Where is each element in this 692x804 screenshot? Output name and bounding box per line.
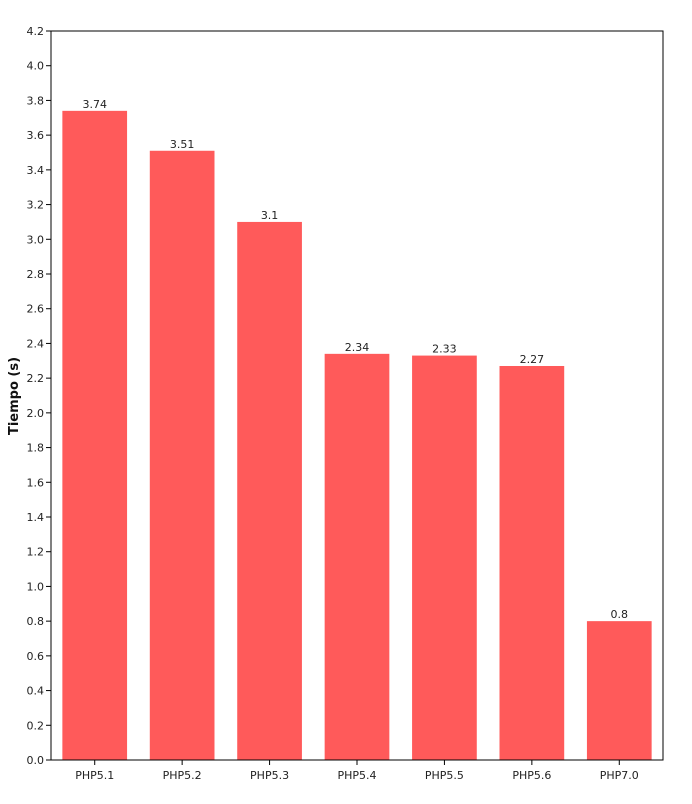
- y-tick-label: 4.2: [27, 25, 45, 38]
- bar-php5-1: [62, 110, 128, 761]
- x-tick-label: PHP5.6: [512, 769, 551, 782]
- bar-value-label: 3.74: [82, 98, 107, 111]
- y-tick-label: 3.4: [27, 164, 45, 177]
- x-tick-label: PHP5.2: [163, 769, 202, 782]
- y-tick-label: 0.8: [27, 615, 45, 628]
- bar-php7-0: [586, 621, 652, 760]
- bar-php5-5: [412, 355, 477, 760]
- y-tick-label: 1.2: [27, 546, 45, 559]
- y-tick-label: 1.4: [27, 511, 45, 524]
- bar-php5-6: [499, 365, 565, 760]
- x-tick-label: PHP5.5: [425, 769, 464, 782]
- y-tick-label: 3.6: [27, 129, 45, 142]
- y-tick-label: 1.0: [27, 580, 45, 593]
- y-tick-label: 2.6: [27, 303, 45, 316]
- x-tick-label: PHP5.4: [337, 769, 376, 782]
- y-tick-label: 0.2: [27, 719, 45, 732]
- y-tick-label: 1.6: [27, 476, 45, 489]
- bar-value-label: 0.8: [611, 608, 629, 621]
- y-tick-label: 2.2: [27, 372, 45, 385]
- y-axis-ticks: 0.0 0.2 0.4 0.6 0.8 1.0 1.2 1.4 1.6 1.8 2.0 2.2 2.4 2…: [27, 25, 51, 767]
- bar-php5-2: [149, 150, 215, 760]
- bars-group: [62, 110, 652, 761]
- y-tick-label: 2.8: [27, 268, 45, 281]
- x-axis-ticks: PHP5.1 PHP5.2 PHP5.3 PHP5.4 PHP5.5 PHP5.6 PHP7…: [75, 760, 639, 782]
- bar-value-label: 2.27: [520, 353, 545, 366]
- bar-php5-3: [237, 221, 302, 760]
- plot-frame: [50, 30, 664, 761]
- y-axis-label: Tiempo (s): [7, 357, 22, 435]
- bar-php5-4: [324, 353, 390, 760]
- x-tick-label: PHP5.3: [250, 769, 289, 782]
- y-tick-label: 3.2: [27, 199, 45, 212]
- y-tick-label: 0.4: [27, 685, 45, 698]
- bar-value-label: 2.33: [432, 343, 457, 356]
- x-tick-label: PHP7.0: [600, 769, 639, 782]
- x-tick-label: PHP5.1: [75, 769, 114, 782]
- data-labels-group: 3.74 3.51 3.1 2.34 2.33 2.27 0.8: [82, 98, 628, 621]
- y-tick-label: 3.8: [27, 94, 45, 107]
- y-tick-label: 4.0: [27, 60, 45, 73]
- y-tick-label: 1.8: [27, 442, 45, 455]
- y-tick-label: 2.4: [27, 337, 45, 350]
- y-tick-label: 2.0: [27, 407, 45, 420]
- bar-value-label: 2.34: [345, 341, 370, 354]
- bar-value-label: 3.51: [170, 138, 195, 151]
- bar-value-label: 3.1: [261, 209, 279, 222]
- y-tick-label: 0.6: [27, 650, 45, 663]
- y-tick-label: 3.0: [27, 233, 45, 246]
- y-tick-label: 0.0: [27, 754, 45, 767]
